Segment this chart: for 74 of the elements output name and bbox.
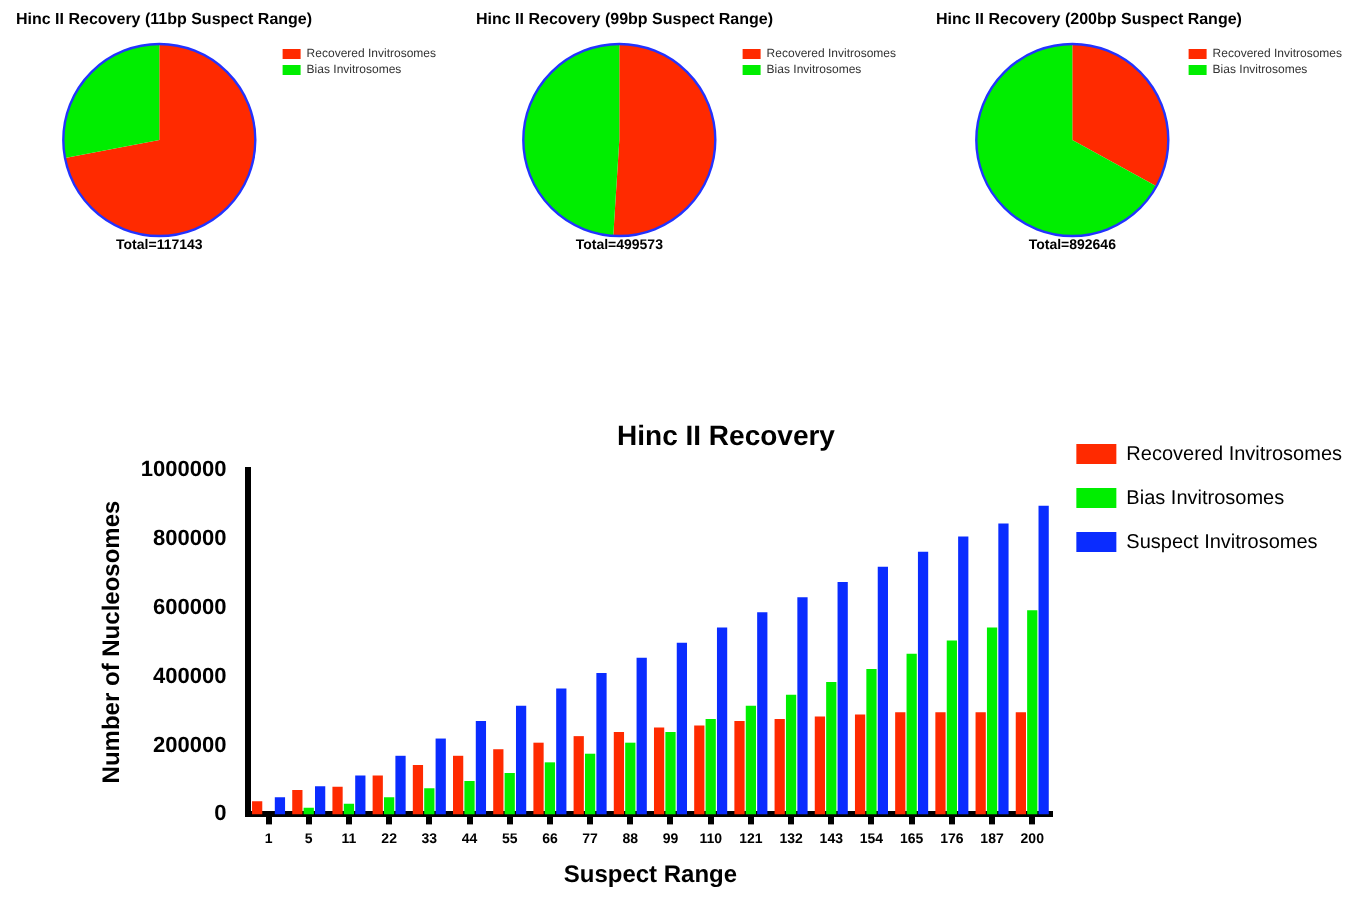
bar xyxy=(292,789,303,815)
chart-title: Hinc II Recovery (200bp Suspect Range) xyxy=(934,8,1244,32)
chart-title: Hinc II Recovery (11bp Suspect Range) xyxy=(14,8,315,32)
x-axis-title: Suspect Range xyxy=(563,860,738,889)
bar xyxy=(774,718,785,815)
bar xyxy=(332,786,343,815)
bar xyxy=(665,731,676,815)
bar xyxy=(716,627,728,815)
legend-label: Suspect Invitrosomes xyxy=(1126,531,1318,554)
y-tick-label: 0 xyxy=(214,802,227,827)
bar xyxy=(355,775,366,815)
bar xyxy=(745,705,757,815)
y-tick-label: 200000 xyxy=(153,733,227,758)
bar xyxy=(533,742,544,815)
bar xyxy=(544,762,556,815)
y-tick-label: 1000000 xyxy=(140,457,227,482)
bar xyxy=(854,714,866,815)
legend-label: Bias Invitrosomes xyxy=(1126,487,1285,510)
bar xyxy=(877,566,888,815)
bar xyxy=(475,720,487,815)
bar xyxy=(653,727,665,815)
bar xyxy=(895,712,906,815)
bar xyxy=(424,788,435,815)
bar xyxy=(946,640,957,815)
bar xyxy=(1015,712,1026,815)
bar xyxy=(412,765,424,815)
bar xyxy=(998,523,1009,815)
bar xyxy=(837,582,848,815)
y-tick-label: 600000 xyxy=(153,595,227,620)
bar xyxy=(814,716,826,815)
bar xyxy=(958,536,969,815)
bar xyxy=(435,738,446,815)
bar xyxy=(797,597,808,815)
bar xyxy=(395,755,406,815)
bar xyxy=(625,742,636,815)
bar xyxy=(636,657,647,815)
bar xyxy=(676,642,688,815)
y-tick-label: 800000 xyxy=(153,526,227,551)
bar xyxy=(757,612,768,815)
bar xyxy=(613,731,625,815)
y-tick-label: 400000 xyxy=(153,664,227,689)
bar xyxy=(734,720,745,815)
bar xyxy=(343,803,355,815)
chart-title: Hinc II Recovery (99bp Suspect Range) xyxy=(474,8,775,32)
bar xyxy=(1027,610,1038,815)
bar xyxy=(384,797,395,815)
bar xyxy=(1038,505,1049,815)
y-axis-title: Number of Nucleosomes xyxy=(97,500,126,784)
bar xyxy=(866,668,877,815)
bar xyxy=(596,673,607,815)
bar xyxy=(303,807,314,815)
bar xyxy=(372,775,383,815)
bar xyxy=(274,797,286,815)
legend-label: Recovered Invitrosomes xyxy=(1126,443,1343,466)
bar xyxy=(917,551,929,815)
bar xyxy=(906,653,917,815)
bar xyxy=(705,718,716,815)
bar xyxy=(493,749,504,815)
bar xyxy=(573,736,584,815)
bar xyxy=(464,780,475,815)
bar xyxy=(584,753,596,815)
chart-title: Hinc II Recovery xyxy=(617,418,836,451)
bar xyxy=(252,801,263,815)
bar xyxy=(826,682,837,815)
bar xyxy=(504,773,515,815)
bar xyxy=(986,627,998,815)
bar xyxy=(315,786,326,815)
bar xyxy=(785,694,797,815)
bar xyxy=(556,688,567,815)
bar xyxy=(453,755,464,815)
bar xyxy=(975,712,986,815)
bar xyxy=(694,725,705,815)
bar xyxy=(515,705,527,815)
bar xyxy=(935,712,946,815)
